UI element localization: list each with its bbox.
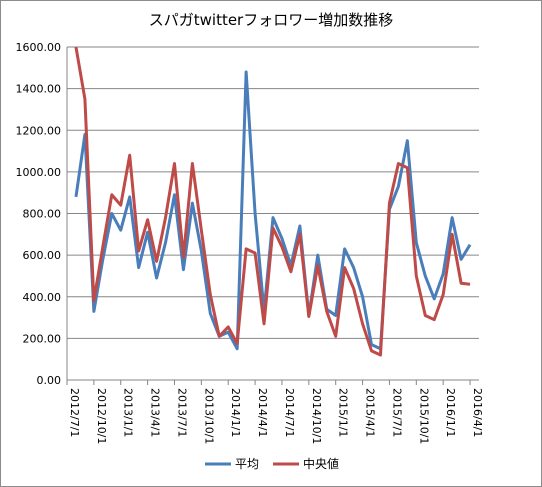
- y-tick-label: 400.00: [23, 291, 62, 304]
- x-tick-label: 2015/10/1: [417, 388, 430, 444]
- x-tick-label: 2015/1/1: [337, 388, 350, 437]
- x-tick-label: 2013/1/1: [122, 388, 135, 437]
- series-line-1: [74, 47, 471, 357]
- legend-label-1: 中央値: [303, 456, 339, 471]
- chart-title: スパガtwitterフォロワー増加数推移: [149, 11, 393, 29]
- series-lines: [74, 47, 472, 357]
- legend-label-0: 平均: [235, 457, 259, 471]
- x-tick-label: 2014/7/1: [283, 388, 296, 437]
- x-tick-label: 2016/4/1: [471, 388, 484, 437]
- x-tick-label: 2014/4/1: [256, 388, 269, 437]
- x-tick-label: 2015/7/1: [390, 388, 403, 437]
- x-tick-label: 2013/4/1: [149, 388, 162, 437]
- y-axis: 0.00 200.00 400.00 600.00 800.00 1000.00 1200.…: [16, 41, 62, 387]
- x-tick-label: 2013/10/1: [202, 388, 215, 444]
- y-tick-label: 1600.00: [16, 41, 62, 54]
- x-tick-label: 2014/1/1: [229, 388, 242, 437]
- y-tick-label: 0.00: [37, 374, 62, 387]
- x-tick-label: 2014/10/1: [310, 388, 323, 444]
- x-axis: 2012/7/1 2012/10/1 2013/1/1 2013/4/1 2013/7/…: [66, 380, 484, 444]
- plot-border: [66, 47, 479, 381]
- x-tick-label: 2012/10/1: [95, 388, 108, 444]
- y-tick-label: 1000.00: [16, 166, 62, 179]
- y-tick-label: 600.00: [23, 249, 62, 262]
- legend: 平均 中央値: [205, 456, 339, 471]
- y-tick-label: 800.00: [23, 208, 62, 221]
- series-line-0: [74, 70, 472, 351]
- y-tick-label: 1400.00: [16, 83, 62, 96]
- gridlines: [67, 46, 479, 339]
- x-tick-label: 2015/4/1: [364, 388, 377, 437]
- x-tick-label: 2012/7/1: [68, 388, 81, 437]
- y-tick-label: 1200.00: [16, 124, 62, 137]
- x-tick-label: 2013/7/1: [175, 388, 188, 437]
- y-tick-label: 200.00: [23, 332, 62, 345]
- x-tick-label: 2016/1/1: [444, 388, 457, 437]
